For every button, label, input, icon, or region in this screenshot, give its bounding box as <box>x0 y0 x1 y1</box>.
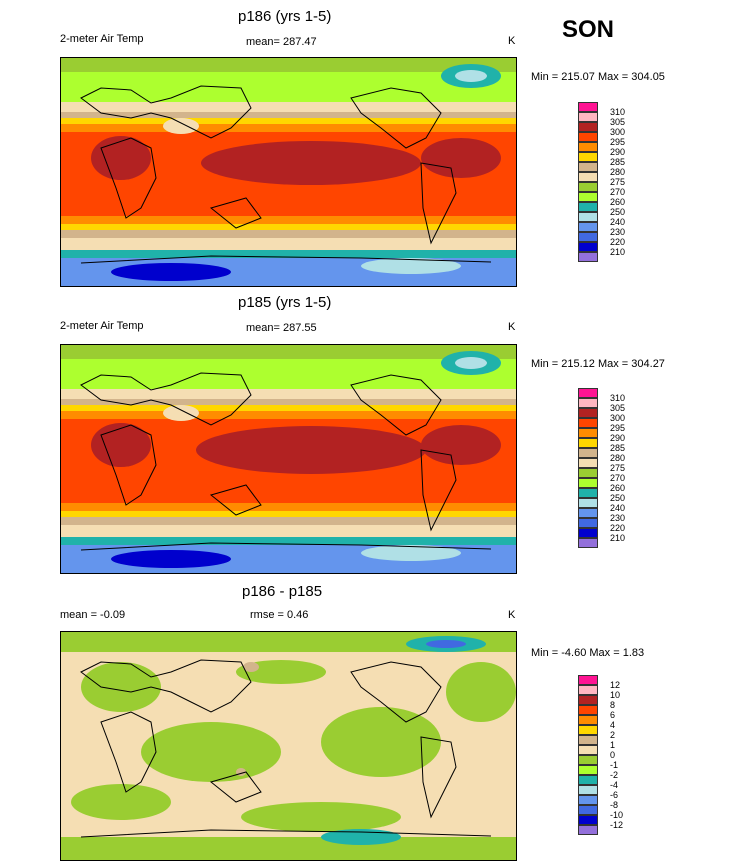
panel3-mean-label: mean = -0.09 <box>60 609 126 621</box>
panel3-colorbar: 12 10 8 6 4 2 1 0 -1 -2 -4 -6 -8 -10 -12 <box>578 675 623 835</box>
colorbar-tick-label: 260 <box>610 483 626 493</box>
panel2-variable-label: 2-meter Air Temp <box>60 320 144 332</box>
colorbar-tick-label: 220 <box>610 237 626 247</box>
panel2-units: K <box>508 321 516 333</box>
colorbar-tick-label: 275 <box>610 463 626 473</box>
colorbar-tick-label: 290 <box>610 147 626 157</box>
panel1-title: p186 (yrs 1-5) <box>238 8 332 25</box>
panel1-map <box>60 57 517 287</box>
panel1-mean-label: mean= 287.47 <box>246 36 317 48</box>
colorbar-tick-label: -12 <box>610 820 624 830</box>
season-label: SON <box>562 16 615 43</box>
colorbar-tick-label: 310 <box>610 107 626 117</box>
panel1-colorbar: 310 305 300 295 290 285 280 275 270 260 … <box>578 102 625 262</box>
panel3-units: K <box>508 609 516 621</box>
colorbar-tick-label: 285 <box>610 157 626 167</box>
colorbar-tick-label: 250 <box>610 207 626 217</box>
colorbar-tick-label: -4 <box>610 780 619 790</box>
colorbar-tick-label: 295 <box>610 137 626 147</box>
colorbar-tick-label: 260 <box>610 197 626 207</box>
colorbar-tick-label: 2 <box>610 730 616 740</box>
colorbar-tick-label: 210 <box>610 247 626 257</box>
colorbar-tick-label: 10 <box>610 690 621 700</box>
panel1-variable-label: 2-meter Air Temp <box>60 33 144 45</box>
colorbar-tick-label: -10 <box>610 810 624 820</box>
panel3-difference-field <box>61 632 516 860</box>
colorbar-tick-label: 295 <box>610 423 626 433</box>
colorbar-tick-label: 250 <box>610 493 626 503</box>
colorbar-tick-label: -8 <box>610 800 619 810</box>
colorbar-tick-label: -6 <box>610 790 619 800</box>
colorbar-tick-label: 310 <box>610 393 626 403</box>
colorbar-tick-label: 270 <box>610 473 626 483</box>
panel2-minmax: Min = 215.12 Max = 304.27 <box>531 358 665 370</box>
colorbar-tick-label: 8 <box>610 700 616 710</box>
colorbar-tick-label: 12 <box>610 680 621 690</box>
colorbar-tick-label: 0 <box>610 750 616 760</box>
colorbar-tick-label: 280 <box>610 167 626 177</box>
panel3-title: p186 - p185 <box>242 583 323 600</box>
colorbar-tick-label: 270 <box>610 187 626 197</box>
panel2-temperature-field <box>61 345 516 573</box>
panel2-map <box>60 344 517 574</box>
panel1-minmax: Min = 215.07 Max = 304.05 <box>531 71 665 83</box>
colorbar-tick-label: 280 <box>610 453 626 463</box>
colorbar-tick-label: -2 <box>610 770 619 780</box>
panel3-rmse-label: rmse = 0.46 <box>250 609 309 621</box>
panel1-temperature-field <box>61 58 516 286</box>
panel3-minmax: Min = -4.60 Max = 1.83 <box>531 647 645 659</box>
colorbar-tick-label: 300 <box>610 413 626 423</box>
panel2-colorbar: 310 305 300 295 290 285 280 275 270 260 … <box>578 388 625 548</box>
colorbar-tick-label: 285 <box>610 443 626 453</box>
colorbar-tick-label: 305 <box>610 403 626 413</box>
colorbar-tick-label: 1 <box>610 740 616 750</box>
colorbar-tick-label: 210 <box>610 533 626 543</box>
colorbar-tick-label: 290 <box>610 433 626 443</box>
colorbar-tick-label: 300 <box>610 127 626 137</box>
colorbar-tick-label: 230 <box>610 227 626 237</box>
panel2-mean-label: mean= 287.55 <box>246 322 317 334</box>
panel3-map <box>60 631 517 861</box>
panel1-units: K <box>508 35 516 47</box>
colorbar-tick-label: 275 <box>610 177 626 187</box>
colorbar-tick-label: 240 <box>610 503 626 513</box>
colorbar-tick-label: 6 <box>610 710 616 720</box>
colorbar-tick-label: 4 <box>610 720 616 730</box>
colorbar-tick-label: 220 <box>610 523 626 533</box>
colorbar-tick-label: 240 <box>610 217 626 227</box>
colorbar-tick-label: -1 <box>610 760 619 770</box>
panel2-title: p185 (yrs 1-5) <box>238 294 332 311</box>
colorbar-tick-label: 230 <box>610 513 626 523</box>
colorbar-tick-label: 305 <box>610 117 626 127</box>
